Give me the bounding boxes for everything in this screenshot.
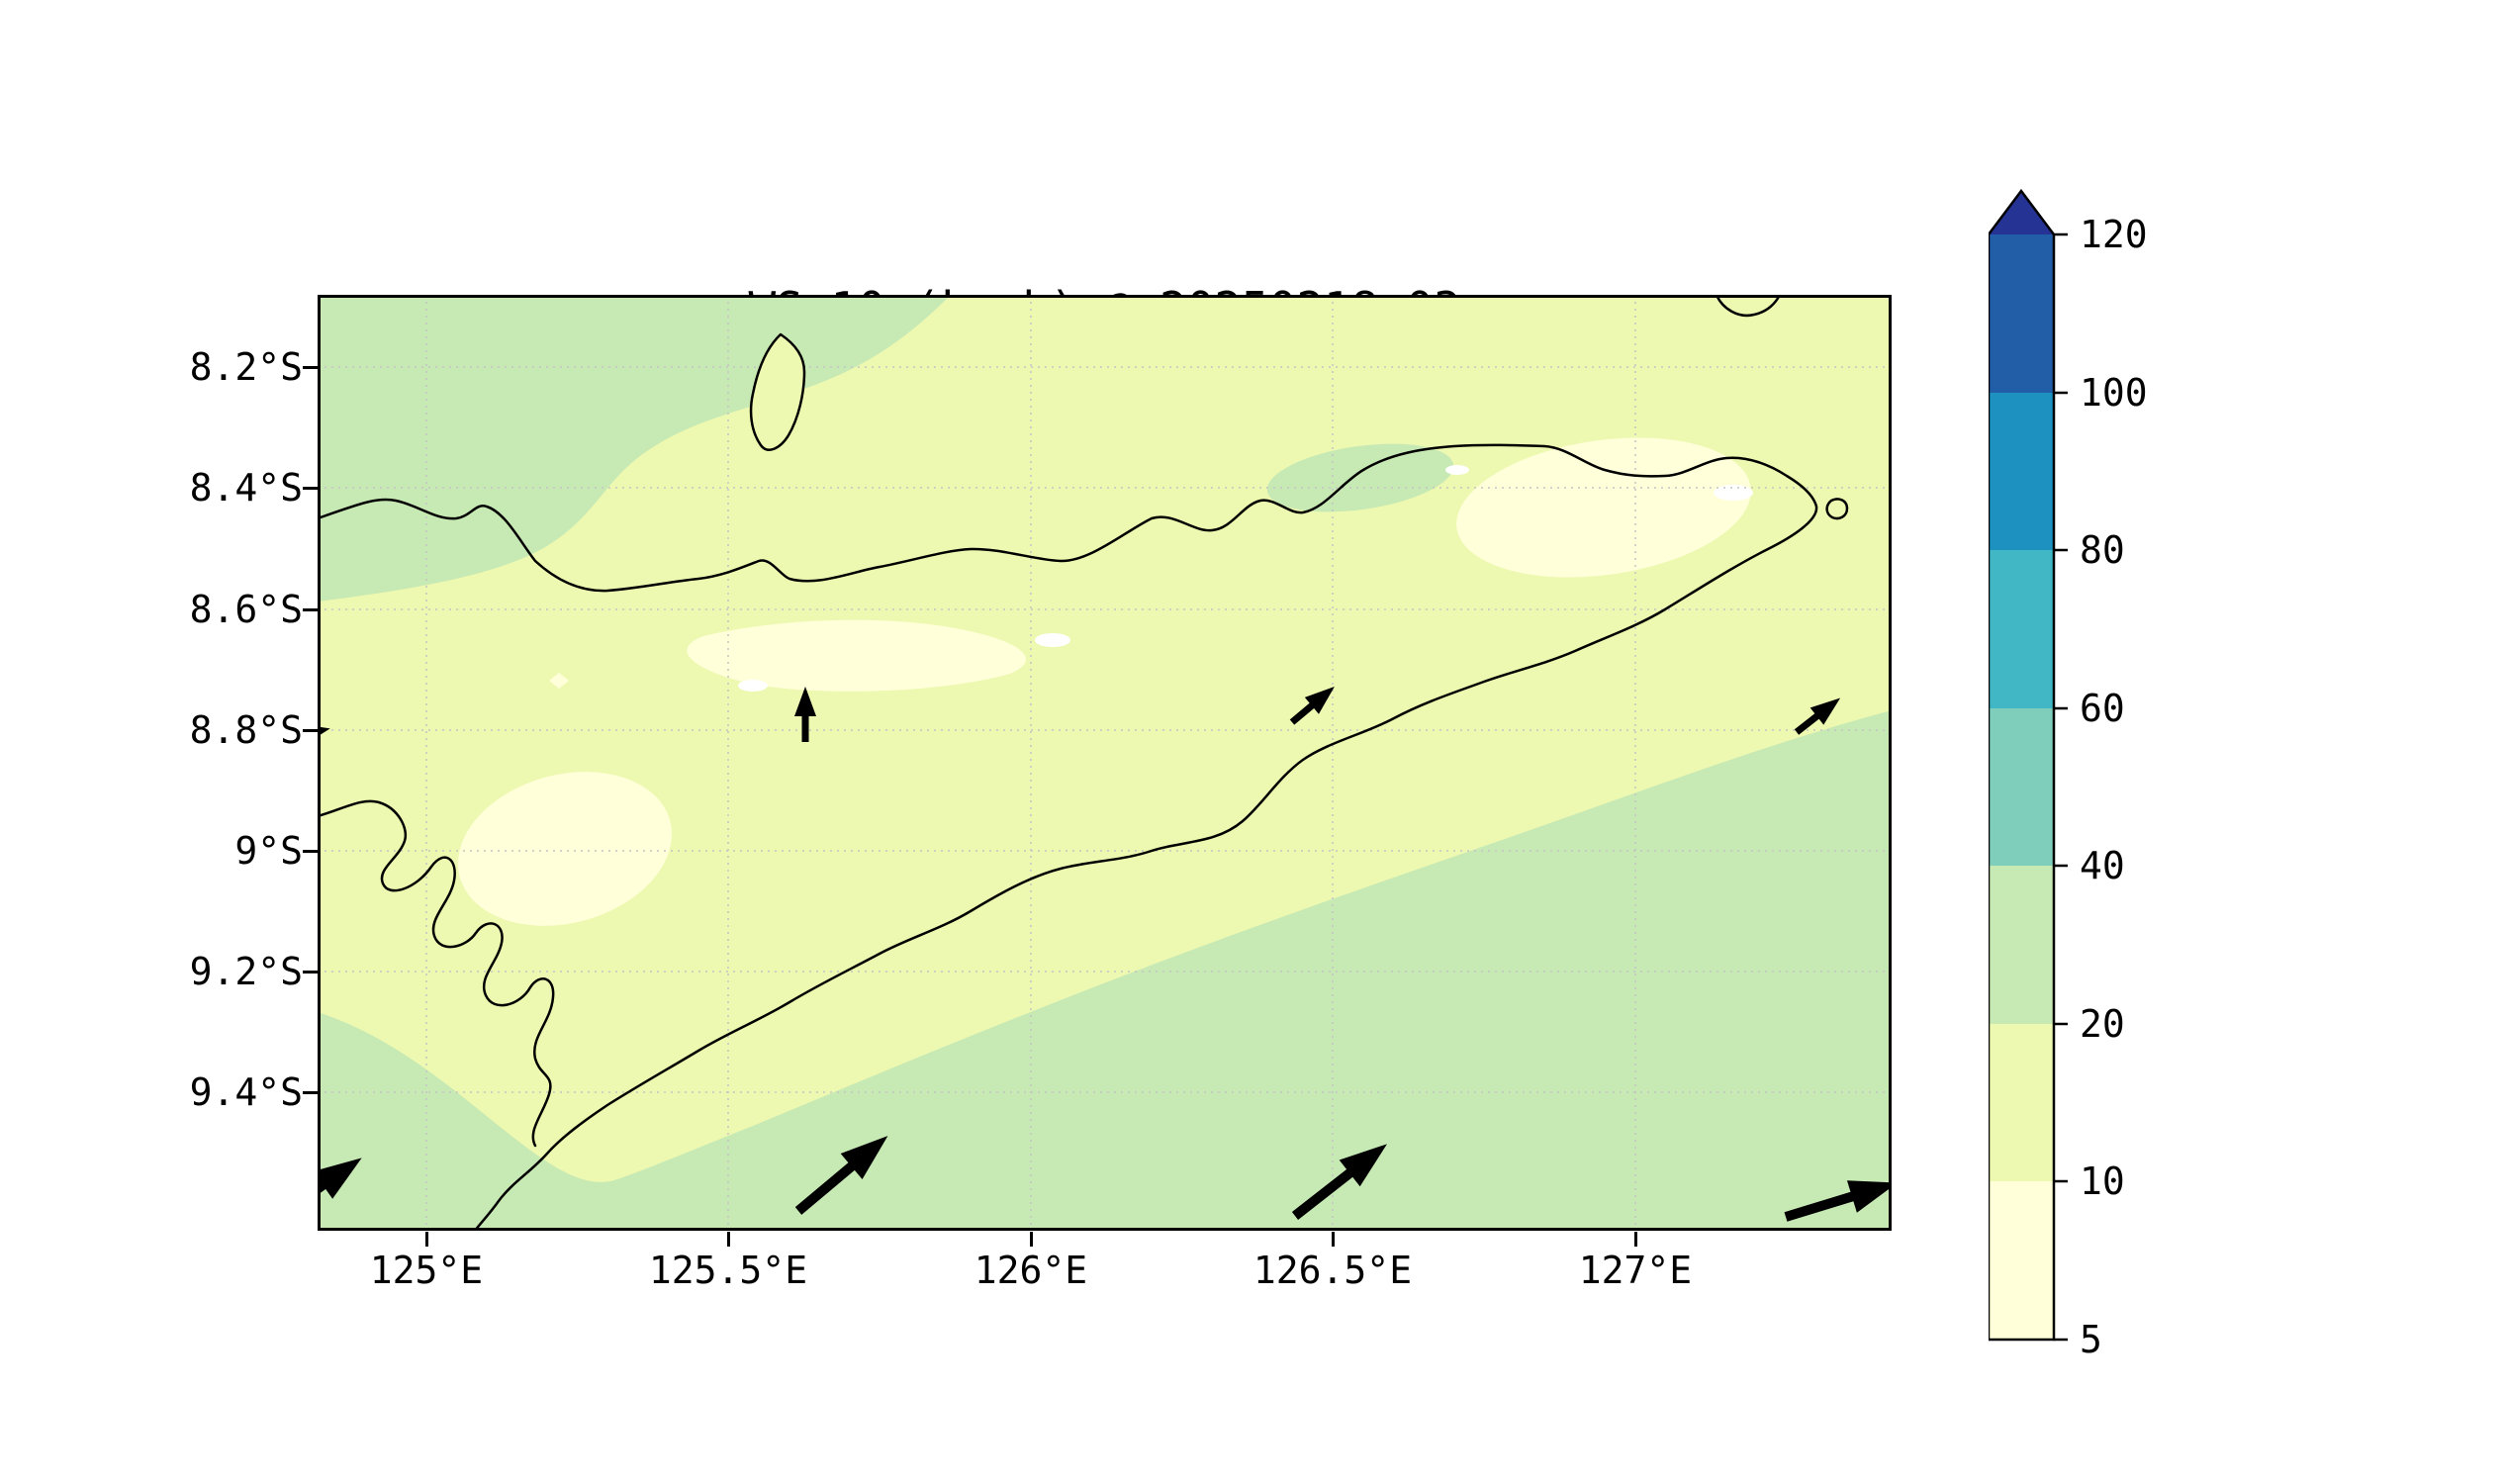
west-border-line xyxy=(316,799,555,1148)
y-axis-tick xyxy=(303,608,318,611)
colorbar-seg-100-120 xyxy=(1989,234,2054,393)
contour-fill-under-5-spot-1 xyxy=(738,680,768,692)
contour-fill-5-10-speck xyxy=(549,673,569,689)
wind-arrow-mid-short xyxy=(1289,687,1335,725)
wind-arrow-south1-long xyxy=(794,1136,888,1215)
colorbar xyxy=(1987,186,2117,1363)
wind-arrow-north-short xyxy=(794,687,816,742)
contour-fill-5-10-island-center xyxy=(687,619,1026,692)
contour-fill-20-40-south-ocean xyxy=(318,710,1892,1231)
contour-fill-20-40-north-blob xyxy=(1266,443,1454,512)
x-axis-tick xyxy=(1030,1232,1033,1247)
colorbar-label-80: 80 xyxy=(2080,528,2125,572)
y-axis-tick xyxy=(303,971,318,974)
colorbar-seg-5-10 xyxy=(1989,1181,2054,1340)
x-axis-tick xyxy=(425,1232,428,1247)
y-axis-tick xyxy=(303,850,318,853)
x-axis-tick xyxy=(1332,1232,1335,1247)
y-tick-label-9s: 9°S xyxy=(234,829,303,873)
y-axis-tick xyxy=(303,1091,318,1094)
jaco-island xyxy=(1825,498,1849,520)
y-axis-tick xyxy=(303,487,318,490)
y-tick-label-8-4s: 8.4°S xyxy=(189,466,303,510)
plot-border xyxy=(318,295,1892,1231)
colorbar-label-120: 120 xyxy=(2080,213,2148,256)
y-tick-label-8-2s: 8.2°S xyxy=(189,345,303,389)
colorbar-label-40: 40 xyxy=(2080,844,2125,887)
y-tick-label-9-4s: 9.4°S xyxy=(189,1070,303,1114)
colorbar-seg-60-80 xyxy=(1989,550,2054,708)
y-tick-label-9-2s: 9.2°S xyxy=(189,950,303,993)
map-plot xyxy=(263,293,1898,1233)
x-tick-label-125e: 125°E xyxy=(369,1249,484,1292)
colorbar-graphic xyxy=(1987,188,2068,1342)
x-tick-label-126e: 126°E xyxy=(974,1249,1088,1292)
wind-arrow-south2-long xyxy=(1291,1144,1387,1220)
colorbar-seg-80-100 xyxy=(1989,393,2054,550)
wind-arrow-south3-long xyxy=(1784,1180,1898,1222)
atauro-island xyxy=(749,332,806,451)
colorbar-label-20: 20 xyxy=(2080,1002,2125,1046)
colorbar-seg-10-20 xyxy=(1989,1024,2054,1181)
y-tick-label-8-8s: 8.8°S xyxy=(189,708,303,752)
colorbar-seg-20-40 xyxy=(1989,866,2054,1024)
y-axis-tick xyxy=(303,366,318,369)
wind-arrow-right-short xyxy=(1794,697,1841,735)
y-axis-tick xyxy=(303,729,318,732)
contour-fill-under-5-spot-4 xyxy=(1445,465,1469,475)
x-axis-tick xyxy=(1634,1232,1637,1247)
colorbar-label-100: 100 xyxy=(2080,371,2148,415)
colorbar-ticks xyxy=(2054,232,2068,1342)
colorbar-label-10: 10 xyxy=(2080,1159,2125,1203)
colorbar-outline xyxy=(1987,188,2056,1342)
colorbar-label-5: 5 xyxy=(2080,1318,2102,1361)
contour-fill-under-5-spot-3 xyxy=(1714,485,1753,501)
contour-fill-under-5-spot-2 xyxy=(1035,633,1070,647)
y-tick-label-8-6s: 8.6°S xyxy=(189,588,303,631)
colorbar-seg-40-60 xyxy=(1989,708,2054,866)
contour-fill-5-10-west xyxy=(457,772,673,926)
x-tick-label-127e: 127°E xyxy=(1578,1249,1693,1292)
colorbar-label-60: 60 xyxy=(2080,687,2125,730)
x-tick-label-126-5e: 126.5°E xyxy=(1252,1249,1413,1292)
x-axis-tick xyxy=(727,1232,730,1247)
x-tick-label-125-5e: 125.5°E xyxy=(648,1249,808,1292)
timor-coastline xyxy=(316,443,1818,1233)
wind-speed-map xyxy=(263,293,1898,1233)
colorbar-extend-max-triangle xyxy=(1989,191,2054,234)
wetar-island-fragment xyxy=(1715,293,1782,318)
